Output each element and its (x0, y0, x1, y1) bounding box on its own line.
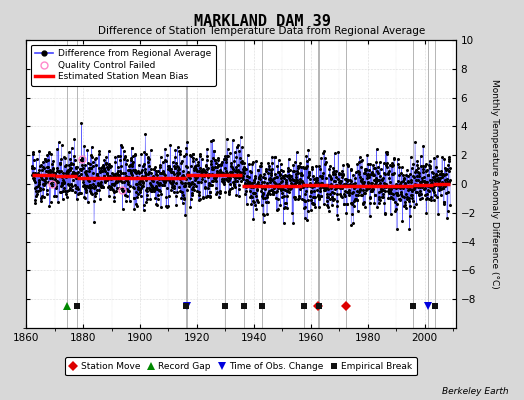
Text: Berkeley Earth: Berkeley Earth (442, 387, 508, 396)
Legend: Station Move, Record Gap, Time of Obs. Change, Empirical Break: Station Move, Record Gap, Time of Obs. C… (66, 357, 417, 375)
Text: MARKLAND DAM 39: MARKLAND DAM 39 (193, 14, 331, 29)
Y-axis label: Monthly Temperature Anomaly Difference (°C): Monthly Temperature Anomaly Difference (… (490, 79, 499, 289)
Text: Difference of Station Temperature Data from Regional Average: Difference of Station Temperature Data f… (99, 26, 425, 36)
